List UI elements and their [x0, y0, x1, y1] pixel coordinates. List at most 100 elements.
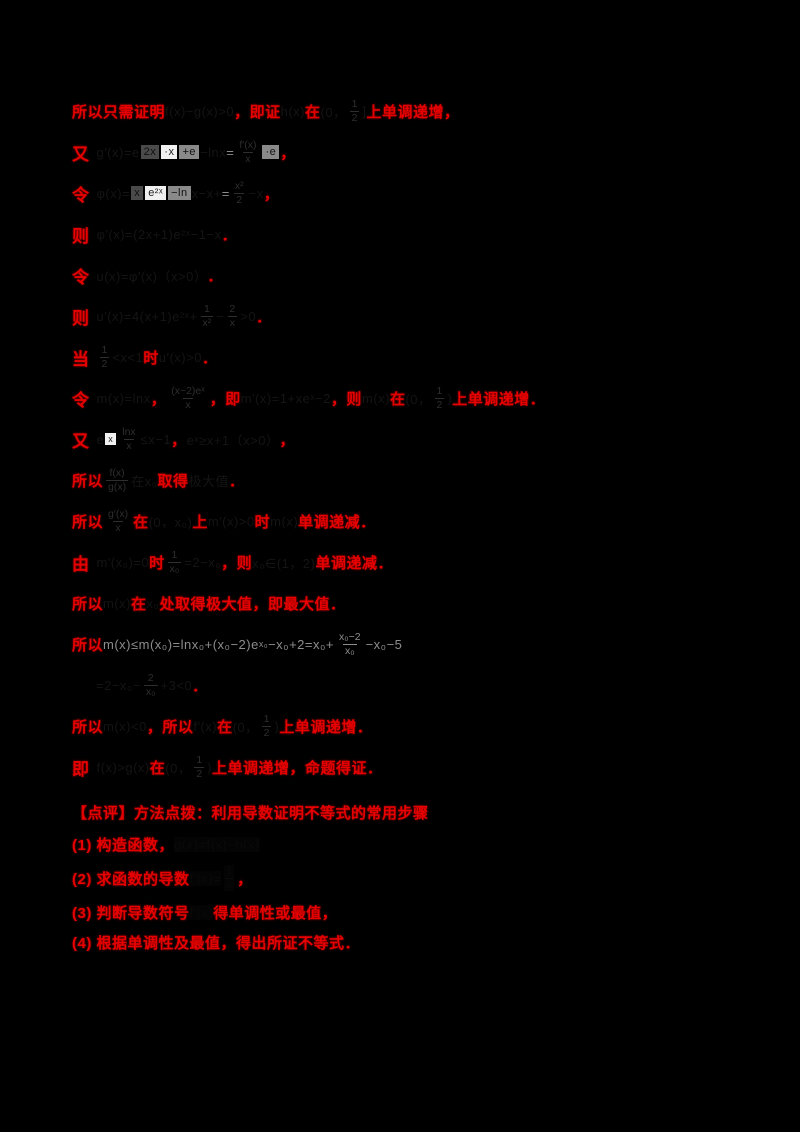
- annotation-text: 上单调递增，: [366, 103, 460, 121]
- annotation-text: 上单调递增．: [279, 718, 373, 736]
- line-marker: 则: [72, 308, 90, 328]
- fraction-numerator: 1: [436, 384, 443, 397]
- solution-line: 又 e x lnx x ≤x−1， eˣ≥x+1（x>0），: [72, 422, 772, 456]
- math-text: u(x)=φ′(x)（x>0）: [96, 268, 208, 284]
- solution-line: 所以 m(x)<0 ，所以 f′(x) 在 (0， 1 2) 上单调递增．: [72, 709, 772, 743]
- math-text: x₀: [146, 595, 160, 611]
- note-item: (4) 根据单调性及最值， 得出所证不等式．: [72, 930, 772, 954]
- math-text: −x₀+2: [268, 636, 305, 652]
- math-text: =2−x₀: [184, 554, 222, 570]
- annotation-text: 得单调性或最值，: [213, 904, 338, 922]
- annotation-text: 在: [217, 718, 233, 736]
- annotation-text: 即: [225, 390, 241, 408]
- fraction-numerator: 1: [196, 753, 203, 766]
- annotation-text: 【点评】方法点拨：利用导数证明不等式的常用步骤: [72, 804, 429, 822]
- fraction-numerator: x₀−2: [338, 630, 361, 643]
- fraction-numerator: x²: [234, 179, 244, 192]
- fraction-numerator: 1: [101, 343, 108, 356]
- math-text: ): [274, 718, 280, 734]
- math-text: φ′(x)=(2x+1)e²ˣ−1−x: [96, 226, 222, 242]
- annotation-text: 取得: [157, 472, 189, 490]
- solution-line: 所以 g′(x) x 在 (0，x₀) 上 m′(x)>0 时 m(x) 单调递减．: [72, 504, 772, 538]
- math-text: m′(x)>0: [207, 513, 255, 529]
- solution-line: =2−x₀− 2 x₀ +3<0 ．: [72, 668, 772, 702]
- line-marker: 又: [72, 431, 90, 451]
- highlight-block: −ln: [168, 186, 191, 200]
- fraction-denominator: x: [243, 151, 253, 165]
- fraction-denominator: 2: [234, 192, 245, 206]
- fraction-denominator: x: [183, 397, 193, 411]
- math-text: m(x): [270, 513, 299, 529]
- solution-line: 当 1 2 <x<1 时 u′(x)>0 ．: [72, 340, 772, 374]
- annotation-text: ，: [150, 390, 167, 408]
- math-text: −lnx: [200, 144, 227, 160]
- fraction: g′(x) x: [106, 508, 130, 534]
- line-marker: 即: [72, 759, 90, 779]
- math-text: m′(x)=1+xeˣ−2: [240, 390, 331, 406]
- fraction-numerator: 2: [147, 671, 154, 684]
- math-text: m′(x₀)=0: [96, 554, 150, 570]
- fraction-denominator: x₀: [342, 643, 357, 657]
- line-marker: 则: [72, 226, 90, 246]
- math-text: (0，: [165, 760, 192, 776]
- fraction-numerator: 1: [263, 712, 270, 725]
- annotation-text: ，所以: [146, 718, 194, 736]
- math-text: =2−x₀−: [96, 677, 141, 693]
- annotation-text: 在: [133, 513, 149, 531]
- highlight-block: x: [131, 186, 144, 200]
- annotation-text: 时: [143, 349, 159, 367]
- math-text: e: [96, 431, 105, 447]
- math-text: =x₀+: [304, 636, 334, 652]
- fraction-denominator: x: [124, 438, 134, 452]
- math-text: (0，: [405, 391, 432, 407]
- annotation-text: 则: [346, 390, 362, 408]
- math-text: +3<0: [160, 677, 193, 693]
- solution-line: 则 φ′(x)=(2x+1)e²ˣ−1−x ．: [72, 217, 772, 251]
- math-text: m(x)<0: [103, 718, 147, 734]
- annotation-text: 时: [254, 513, 271, 531]
- fraction-numerator: f(x): [109, 466, 125, 479]
- math-text: 在x₀: [131, 473, 158, 489]
- annotation-text: ．: [229, 472, 245, 490]
- annotation-text: ，: [221, 554, 237, 572]
- fraction-numerator: lnx: [122, 425, 136, 438]
- annotation-text: (1) 构造函数，: [72, 836, 175, 854]
- solution-line: 令 u(x)=φ′(x)（x>0）．: [72, 258, 772, 292]
- annotation-text: 上单调递增，: [212, 759, 306, 777]
- hidden-text: f′(x)=: [189, 870, 222, 886]
- math-text: x₀∈(1，2): [252, 555, 316, 571]
- notes-section: 【点评】方法点拨：利用导数证明不等式的常用步骤 (1) 构造函数， g(x)=f(x…: [72, 800, 772, 954]
- math-text: m(x): [361, 390, 390, 406]
- line-marker: 又: [72, 144, 90, 164]
- fraction: lnx x: [120, 426, 137, 452]
- math-text: −x: [248, 185, 264, 201]
- annotation-text: (4) 根据单调性及最值，: [72, 934, 237, 952]
- annotation-text: 上单调递增．: [452, 390, 546, 408]
- annotation-text: ，: [209, 390, 226, 408]
- fraction-denominator: 2: [99, 356, 110, 370]
- annotation-text: ，: [237, 870, 253, 888]
- math-text: u′(x)=4(x+1)e²ˣ+: [96, 308, 198, 324]
- fraction-denominator: 2: [261, 725, 272, 739]
- annotation-text: ，: [280, 144, 296, 162]
- annotation-text: 时: [149, 554, 165, 572]
- fraction: 1 x₀: [167, 549, 182, 575]
- math-text: >0: [240, 308, 257, 324]
- annotation-text: ．: [256, 308, 272, 326]
- fraction: 2 x₀: [143, 671, 158, 698]
- annotation-text: 所以: [72, 513, 104, 531]
- annotation-text: 命题得证．: [305, 759, 383, 777]
- document-content: 所以只需证明 f(x)−g(x)>0 ，即证 h(x) 在 (0， 1 2] 上单调递增，又 g′…: [72, 94, 772, 960]
- highlight-block: x: [105, 433, 117, 445]
- annotation-text: 单调递减．: [315, 554, 393, 572]
- line-marker: 令: [72, 185, 90, 205]
- annotation-text: ，: [279, 431, 295, 449]
- fraction-numerator: 2: [229, 302, 236, 315]
- math-text: φ(x)=: [96, 185, 131, 201]
- math-text: u′(x)>0: [158, 349, 202, 365]
- annotation-text: ，: [263, 185, 280, 203]
- annotation-text: ．: [221, 226, 238, 244]
- highlight-block: ·e: [262, 145, 280, 159]
